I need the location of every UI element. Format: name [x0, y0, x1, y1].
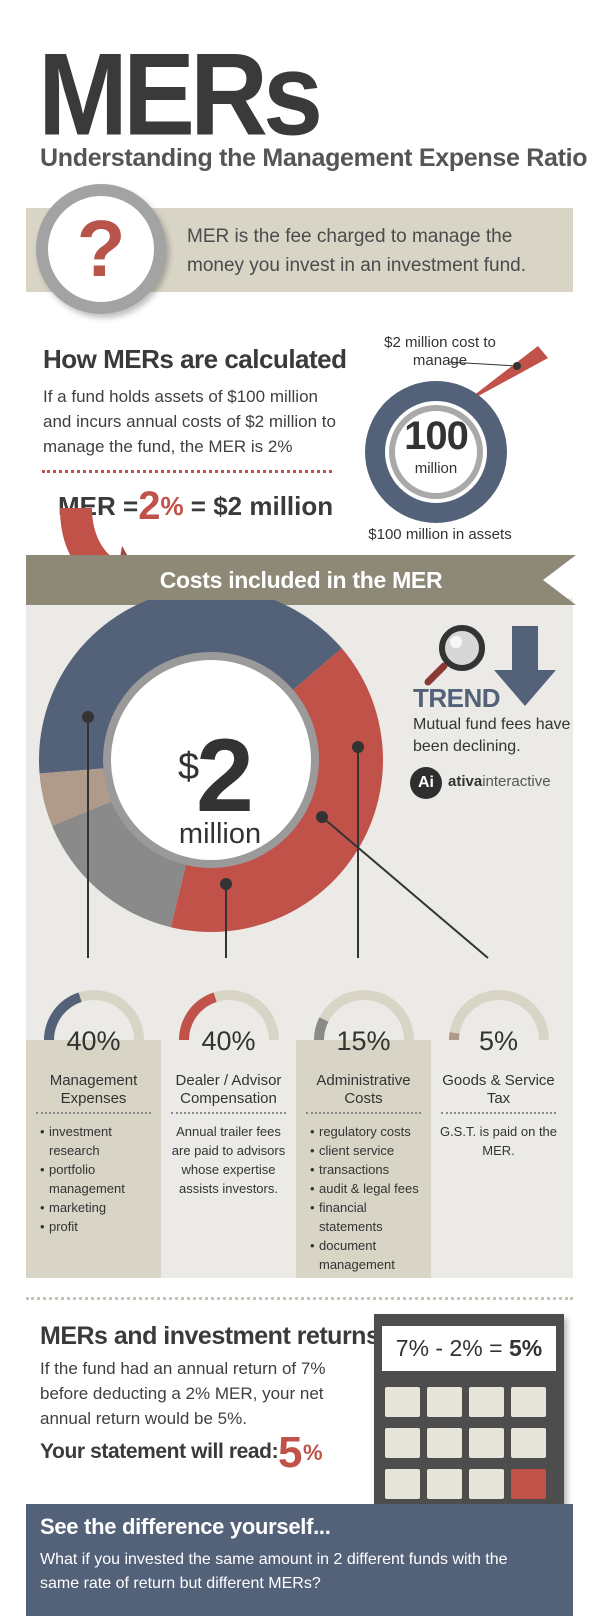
segment-percent: 5%	[478, 1026, 519, 1056]
segment-name: Management Expenses	[49, 1072, 138, 1107]
segment-items: regulatory costs client service transact…	[310, 1122, 422, 1274]
gauge-icon	[314, 990, 414, 1040]
calculator-key	[511, 1469, 546, 1499]
cost-breakdown-donut	[39, 600, 489, 959]
segment-name: Goods & Service Tax	[442, 1072, 555, 1107]
list-item: portfolio management	[49, 1160, 152, 1198]
gauge-hole	[189, 1000, 269, 1040]
calculator-screen: 7% - 2% = 5%	[382, 1326, 556, 1371]
question-circle	[36, 184, 166, 314]
column-divider	[171, 1112, 286, 1114]
segment-description: G.S.T. is paid on the MER.	[439, 1124, 558, 1158]
leader-dot	[220, 878, 232, 890]
assets-value: 100	[404, 414, 469, 458]
segment-percent: 40%	[66, 1026, 121, 1056]
formula-pct: %	[160, 491, 184, 521]
list-item: client service	[319, 1141, 422, 1160]
subtitle: Understanding the Management Expense Rat…	[40, 144, 588, 172]
list-item: marketing	[49, 1198, 152, 1217]
segment-percent: 15%	[336, 1026, 391, 1056]
calculator-key	[427, 1469, 462, 1499]
total-unit: million	[178, 818, 262, 850]
section-divider	[26, 1297, 573, 1300]
main-title: MERs	[38, 28, 323, 160]
brand-name: ativainteractive	[448, 773, 551, 790]
costs-banner	[26, 555, 576, 605]
donut-hole	[111, 660, 311, 860]
calculator-key	[469, 1469, 504, 1499]
brand-name-bold: ativa	[448, 773, 483, 790]
assets-donut-inner	[389, 405, 483, 499]
calculation-text: If a fund holds assets of $100 million a…	[43, 387, 336, 456]
segment-name: Administrative Costs	[316, 1072, 411, 1107]
definition-text: MER is the fee charged to manage the mon…	[187, 226, 527, 276]
calculation-heading: How MERs are calculated	[43, 344, 347, 374]
calculator-key	[427, 1387, 462, 1417]
brand-name-regular: interactive	[482, 773, 551, 790]
calculator-expression: 7% - 2% =	[395, 1335, 503, 1361]
total-value: 2	[196, 718, 254, 834]
assets-unit: million	[414, 460, 458, 477]
list-item: audit & legal fees	[319, 1179, 422, 1198]
gauge-icon	[449, 990, 549, 1040]
calculator-result: 5%	[508, 1335, 543, 1361]
magnifier-icon	[424, 625, 485, 686]
gauge-hole	[324, 1000, 404, 1040]
calculator-key	[427, 1428, 462, 1458]
formula-value: 2	[138, 484, 161, 528]
column-divider	[306, 1112, 421, 1114]
leader-line	[321, 816, 489, 959]
segment-items: investment research portfolio management…	[40, 1122, 152, 1236]
brand-logo-icon: Ai	[410, 767, 442, 799]
column-divider	[36, 1112, 151, 1114]
gauge-icon	[179, 990, 279, 1040]
gauge-hole	[459, 1000, 539, 1040]
costs-banner-title: Costs included in the MER	[159, 567, 443, 593]
leader-dot	[316, 811, 328, 823]
gauge-hole	[54, 1000, 134, 1040]
returns-text: If the fund had an annual return of 7% b…	[40, 1359, 326, 1428]
segment-percent: 40%	[201, 1026, 256, 1056]
difference-text: What if you invested the same amount in …	[40, 1551, 508, 1592]
leader-dot	[82, 711, 94, 723]
statement-pct: %	[303, 1440, 323, 1465]
segment-name: Dealer / Advisor Compensation	[175, 1072, 282, 1107]
calculator-key	[385, 1428, 420, 1458]
trend-text: Mutual fund fees have been declining.	[413, 716, 571, 755]
dotted-divider	[42, 470, 332, 473]
list-item: financial statements	[319, 1198, 422, 1236]
calculator-key	[385, 1469, 420, 1499]
cost-to-manage-label: $2 million cost to manage	[384, 334, 496, 369]
difference-panel	[26, 1504, 573, 1616]
list-item: profit	[49, 1217, 152, 1236]
calculator-key	[469, 1387, 504, 1417]
returns-heading: MERs and investment returns	[40, 1322, 380, 1350]
pointer-wedge-icon	[447, 346, 548, 406]
calculator-key	[469, 1428, 504, 1458]
formula-suffix: = $2 million	[190, 491, 334, 521]
trend-title: TREND	[413, 683, 501, 713]
total-symbol: $	[178, 746, 200, 788]
calculator-key	[385, 1387, 420, 1417]
statement-label: Your statement will read:	[40, 1440, 279, 1463]
segment-description: Annual trailer fees are paid to advisors…	[171, 1124, 286, 1196]
list-item: transactions	[319, 1160, 422, 1179]
leader-dot	[352, 741, 364, 753]
down-arrow-icon	[494, 626, 556, 706]
list-item: regulatory costs	[319, 1122, 422, 1141]
column-divider	[441, 1112, 556, 1114]
question-mark-icon: ?	[76, 204, 126, 293]
calculator-key	[511, 1387, 546, 1417]
difference-heading: See the difference yourself...	[40, 1514, 331, 1539]
calculator-key	[511, 1428, 546, 1458]
statement-value: 5	[278, 1428, 303, 1477]
list-item: document management	[319, 1236, 422, 1274]
assets-label: $100 million in assets	[368, 526, 512, 543]
gauge-icon	[44, 990, 144, 1040]
list-item: investment research	[49, 1122, 152, 1160]
